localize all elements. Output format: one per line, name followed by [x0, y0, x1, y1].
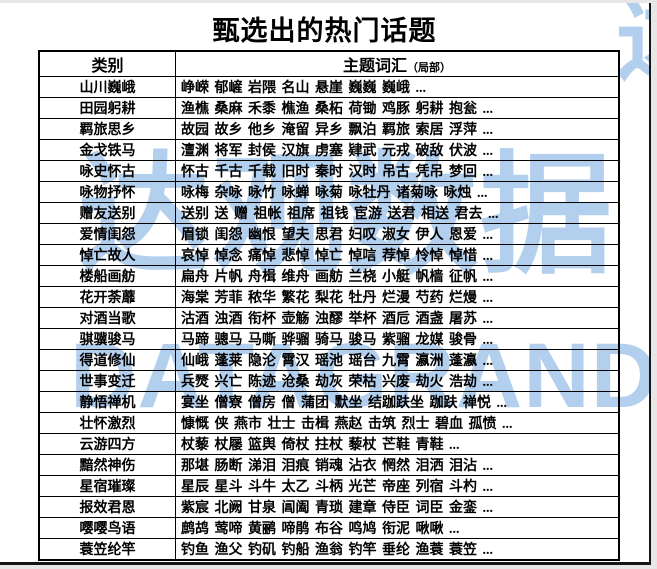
category-cell: 云游四方	[38, 433, 176, 455]
topics-cell: 星辰 星斗 斗牛 太乙 斗柄 光芒 帝座 列宿 斗杓 ...	[175, 475, 620, 497]
topics-cell: 鹧鸪 莺啼 黄鹂 啼鹃 布谷 鸣鸠 衔泥 啾啾 ...	[175, 517, 620, 539]
topics-cell: 紫宸 北阙 甘泉 阊阖 青琐 建章 侍臣 词臣 金銮 ...	[175, 496, 620, 518]
topics-cell: 钓鱼 渔父 钓矶 钓船 渔翁 钓竿 垂纶 渔蓑 蓑笠 ...	[175, 538, 620, 561]
table-row: 爱情闺怨 眉锁 闺怨 幽恨 望夫 思君 妇叹 淑女 伊人 恩爱 ...	[38, 223, 620, 245]
table-row: 嘤嘤鸟语 鹧鸪 莺啼 黄鹂 啼鹃 布谷 鸣鸠 衔泥 啾啾 ...	[38, 517, 620, 539]
topics-cell: 峥嵘 郁嵼 岩隈 名山 悬崖 巍巍 巍峨 ...	[175, 76, 620, 98]
category-cell: 星宿璀璨	[38, 475, 176, 497]
table-row: 悼亡故人 哀悼 悼念 痛悼 悲悼 悼亡 悼唁 荐悼 怜悼 悼惜 ...	[38, 244, 620, 266]
watermark-corner-fragment: 达	[616, 3, 649, 89]
document-page: 达观数据 DATAGRAND 达 甄选出的热门话题 类别 主题词汇（局部） 山川…	[0, 3, 651, 565]
category-cell: 蓑笠纶竿	[38, 538, 176, 561]
category-cell: 报效君恩	[38, 496, 176, 518]
topics-cell: 故园 故乡 他乡 淹留 异乡 飘泊 羁旅 索居 浮萍 ...	[175, 118, 620, 140]
category-cell: 骐骥骏马	[38, 328, 176, 350]
category-cell: 楼船画舫	[38, 265, 176, 287]
topics-cell: 眉锁 闺怨 幽恨 望夫 思君 妇叹 淑女 伊人 恩爱 ...	[175, 223, 620, 245]
table-row: 壮怀激烈 慷慨 侠 燕市 壮士 击楫 燕赵 击筑 烈士 碧血 孤愤 ...	[38, 412, 620, 434]
table-row: 静悟禅机 宴坐 僧寮 僧房 僧 蒲团 默坐 结跏趺坐 跏趺 禅悦 ...	[38, 391, 620, 413]
category-cell: 黯然神伤	[38, 454, 176, 476]
topics-cell: 沽酒 浊酒 衔杯 壶觞 浊醪 举杯 酒卮 酒盏 屠苏 ...	[175, 307, 620, 329]
page-title: 甄选出的热门话题	[212, 16, 437, 46]
table-row: 咏物抒怀 咏梅 杂咏 咏竹 咏蝉 咏菊 咏牡丹 诸菊咏 咏烛 ...	[38, 181, 620, 203]
table-row: 楼船画舫 扁舟 片帆 舟楫 维舟 画舫 兰桡 小艇 帆樯 征帆 ...	[38, 265, 620, 287]
category-cell: 羁旅思乡	[38, 118, 176, 140]
table-row: 山川巍峨 峥嵘 郁嵼 岩隈 名山 悬崖 巍巍 巍峨 ...	[38, 76, 620, 98]
table-row: 报效君恩 紫宸 北阙 甘泉 阊阖 青琐 建章 侍臣 词臣 金銮 ...	[38, 496, 620, 518]
table-row: 羁旅思乡 故园 故乡 他乡 淹留 异乡 飘泊 羁旅 索居 浮萍 ...	[38, 118, 620, 140]
table-row: 对酒当歌 沽酒 浊酒 衔杯 壶觞 浊醪 举杯 酒卮 酒盏 屠苏 ...	[38, 307, 620, 329]
category-cell: 壮怀激烈	[38, 412, 176, 434]
category-cell: 爱情闺怨	[38, 223, 176, 245]
category-cell: 山川巍峨	[38, 76, 176, 98]
category-cell: 咏物抒怀	[38, 181, 176, 203]
category-cell: 静悟禅机	[38, 391, 176, 413]
table-row: 得道修仙 仙峨 蓬莱 隐沦 霄汉 瑶池 瑶台 九霄 瀛洲 蓬瀛 ...	[38, 349, 620, 371]
topics-header-main: 主题词汇	[342, 58, 407, 75]
category-cell: 嘤嘤鸟语	[38, 517, 176, 539]
topics-cell: 哀悼 悼念 痛悼 悲悼 悼亡 悼唁 荐悼 怜悼 悼惜 ...	[175, 244, 620, 266]
table-row: 花开荼蘼 海棠 芳菲 秾华 繁花 梨花 牡丹 烂漫 芍药 烂熳 ...	[38, 286, 620, 308]
topics-table: 类别 主题词汇（局部） 山川巍峨 峥嵘 郁嵼 岩隈 名山 悬崖 巍巍 巍峨 ..…	[38, 50, 620, 561]
topics-cell: 扁舟 片帆 舟楫 维舟 画舫 兰桡 小艇 帆樯 征帆 ...	[175, 265, 620, 287]
topics-cell: 马蹄 骢马 马嘶 骅骝 骑马 骏马 紫骝 龙媒 骏骨 ...	[175, 328, 620, 350]
table-row: 田园躬耕 渔樵 桑麻 禾黍 樵渔 桑柘 荷锄 鸡豚 躬耕 抱瓮 ...	[38, 97, 620, 119]
topics-cell: 宴坐 僧寮 僧房 僧 蒲团 默坐 结跏趺坐 跏趺 禅悦 ...	[175, 391, 620, 413]
category-cell: 悼亡故人	[38, 244, 176, 266]
table-row: 黯然神伤 那堪 肠断 涕泪 泪痕 销魂 沾衣 惘然 泪洒 泪沾 ...	[38, 454, 620, 476]
category-cell: 金戈铁马	[38, 139, 176, 161]
topics-cell: 慷慨 侠 燕市 壮士 击楫 燕赵 击筑 烈士 碧血 孤愤 ...	[175, 412, 620, 434]
table-row: 金戈铁马 澶渊 将军 封侯 汉旗 虏塞 肄武 元戎 破敌 伏波 ...	[38, 139, 620, 161]
topics-cell: 送别 送 赠 祖帐 祖席 祖钱 宦游 送君 相送 君去 ...	[175, 202, 620, 224]
category-cell: 田园躬耕	[38, 97, 176, 119]
table-header-row: 类别 主题词汇（局部）	[38, 50, 620, 77]
table-row: 世事变迁 兵燹 兴亡 陈迹 沧桑 劫灰 荣枯 兴废 劫火 浩劫 ...	[38, 370, 620, 392]
table-row: 骐骥骏马 马蹄 骢马 马嘶 骅骝 骑马 骏马 紫骝 龙媒 骏骨 ...	[38, 328, 620, 350]
table-row: 星宿璀璨 星辰 星斗 斗牛 太乙 斗柄 光芒 帝座 列宿 斗杓 ...	[38, 475, 620, 497]
topics-cell: 渔樵 桑麻 禾黍 樵渔 桑柘 荷锄 鸡豚 躬耕 抱瓮 ...	[175, 97, 620, 119]
topics-cell: 仙峨 蓬莱 隐沦 霄汉 瑶池 瑶台 九霄 瀛洲 蓬瀛 ...	[175, 349, 620, 371]
table-row: 赠友送别 送别 送 赠 祖帐 祖席 祖钱 宦游 送君 相送 君去 ...	[38, 202, 620, 224]
table-body: 山川巍峨 峥嵘 郁嵼 岩隈 名山 悬崖 巍巍 巍峨 ... 田园躬耕 渔樵 桑麻…	[38, 76, 620, 561]
category-cell: 对酒当歌	[38, 307, 176, 329]
topics-cell: 海棠 芳菲 秾华 繁花 梨花 牡丹 烂漫 芍药 烂熳 ...	[175, 286, 620, 308]
category-column-header: 类别	[38, 50, 176, 77]
topics-cell: 杖藜 杖屦 篮舆 倚杖 拄杖 藜杖 芒鞋 青鞋 ...	[175, 433, 620, 455]
category-cell: 花开荼蘼	[38, 286, 176, 308]
topics-cell: 咏梅 杂咏 咏竹 咏蝉 咏菊 咏牡丹 诸菊咏 咏烛 ...	[175, 181, 620, 203]
table-row: 咏史怀古 怀古 千古 千载 旧时 秦时 汉时 吊古 凭吊 梦回 ...	[38, 160, 620, 182]
category-cell: 得道修仙	[38, 349, 176, 371]
topics-column-header: 主题词汇（局部）	[175, 50, 620, 77]
topics-cell: 那堪 肠断 涕泪 泪痕 销魂 沾衣 惘然 泪洒 泪沾 ...	[175, 454, 620, 476]
topics-header-note: （局部）	[407, 62, 451, 74]
table-row: 云游四方 杖藜 杖屦 篮舆 倚杖 拄杖 藜杖 芒鞋 青鞋 ...	[38, 433, 620, 455]
topics-cell: 澶渊 将军 封侯 汉旗 虏塞 肄武 元戎 破敌 伏波 ...	[175, 139, 620, 161]
topics-cell: 怀古 千古 千载 旧时 秦时 汉时 吊古 凭吊 梦回 ...	[175, 160, 620, 182]
category-cell: 赠友送别	[38, 202, 176, 224]
table-row: 蓑笠纶竿 钓鱼 渔父 钓矶 钓船 渔翁 钓竿 垂纶 渔蓑 蓑笠 ...	[38, 538, 620, 561]
category-cell: 世事变迁	[38, 370, 176, 392]
category-cell: 咏史怀古	[38, 160, 176, 182]
topics-cell: 兵燹 兴亡 陈迹 沧桑 劫灰 荣枯 兴废 劫火 浩劫 ...	[175, 370, 620, 392]
